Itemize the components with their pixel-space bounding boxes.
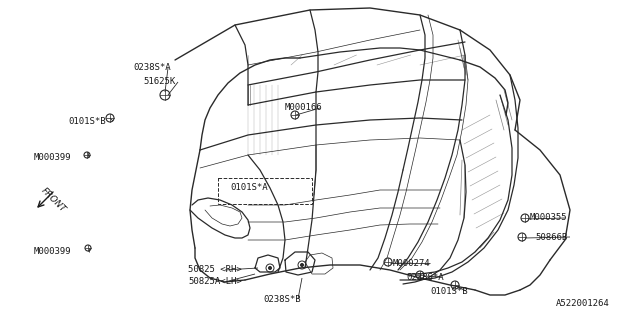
Text: 0101S*A: 0101S*A — [230, 183, 268, 193]
Text: FRONT: FRONT — [39, 186, 67, 214]
Text: M000355: M000355 — [530, 213, 568, 222]
Text: 0238S*B: 0238S*B — [263, 294, 301, 303]
Circle shape — [301, 263, 303, 267]
Text: M000274: M000274 — [393, 259, 431, 268]
Text: M000166: M000166 — [285, 103, 323, 113]
Text: M000399: M000399 — [34, 154, 72, 163]
Text: 0238S*A: 0238S*A — [406, 273, 444, 282]
Text: 0238S*A: 0238S*A — [133, 63, 171, 73]
Text: 50825 <RH>: 50825 <RH> — [188, 266, 242, 275]
Text: 0101S*B: 0101S*B — [430, 286, 468, 295]
Text: 50825A<LH>: 50825A<LH> — [188, 277, 242, 286]
Text: 0101S*B: 0101S*B — [68, 116, 106, 125]
Text: 51625K: 51625K — [143, 77, 175, 86]
Text: A522001264: A522001264 — [556, 299, 610, 308]
Text: 50866B: 50866B — [535, 233, 567, 242]
Text: M000399: M000399 — [34, 247, 72, 257]
Circle shape — [269, 267, 271, 269]
